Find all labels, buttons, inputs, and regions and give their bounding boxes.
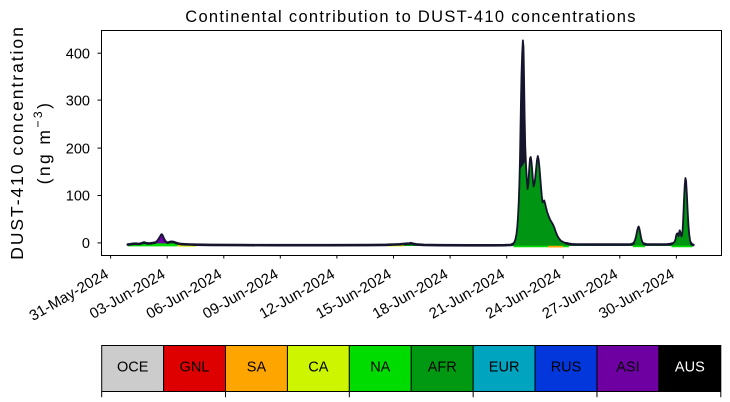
svg-text:300: 300 <box>66 93 90 109</box>
svg-text:CA: CA <box>308 360 328 376</box>
svg-text:100: 100 <box>66 189 90 205</box>
svg-text:DUST-410 concentration: DUST-410 concentration <box>7 25 27 260</box>
svg-text:0: 0 <box>82 236 90 252</box>
svg-text:400: 400 <box>66 46 90 62</box>
svg-text:GNL: GNL <box>180 360 210 376</box>
svg-text:OCE: OCE <box>117 360 149 376</box>
svg-text:Continental contribution to DU: Continental contribution to DUST-410 con… <box>185 8 637 26</box>
svg-text:SA: SA <box>247 360 267 376</box>
svg-text:RUS: RUS <box>551 360 582 376</box>
svg-text:ASI: ASI <box>616 360 639 376</box>
svg-text:AUS: AUS <box>675 360 705 376</box>
svg-text:NA: NA <box>370 360 390 376</box>
svg-text:200: 200 <box>66 141 90 157</box>
svg-text:EUR: EUR <box>489 360 520 376</box>
svg-text:AFR: AFR <box>428 360 457 376</box>
